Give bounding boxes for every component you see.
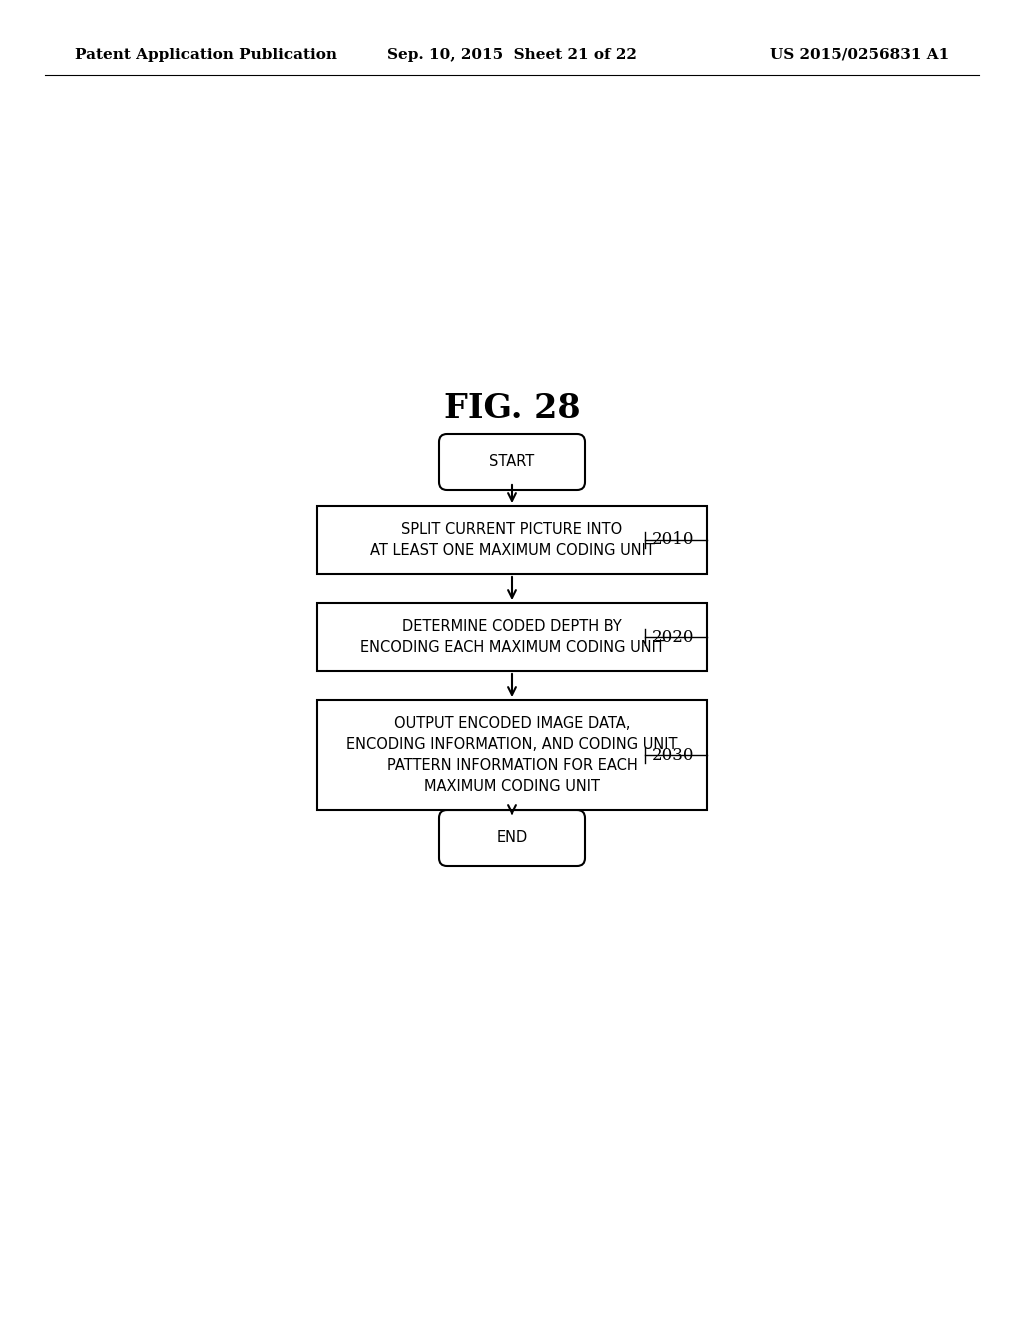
- Bar: [317, 700, 707, 810]
- Text: 2030: 2030: [652, 747, 694, 763]
- Text: OUTPUT ENCODED IMAGE DATA,
ENCODING INFORMATION, AND CODING UNIT
PATTERN INFORMA: OUTPUT ENCODED IMAGE DATA, ENCODING INFO…: [346, 715, 678, 795]
- Text: FIG. 28: FIG. 28: [443, 392, 581, 425]
- Bar: [317, 506, 707, 574]
- FancyBboxPatch shape: [439, 810, 585, 866]
- Text: START: START: [489, 454, 535, 470]
- Bar: [317, 603, 707, 671]
- Text: Patent Application Publication: Patent Application Publication: [75, 48, 337, 62]
- Text: US 2015/0256831 A1: US 2015/0256831 A1: [770, 48, 949, 62]
- Text: END: END: [497, 830, 527, 846]
- Text: Sep. 10, 2015  Sheet 21 of 22: Sep. 10, 2015 Sheet 21 of 22: [387, 48, 637, 62]
- FancyBboxPatch shape: [439, 434, 585, 490]
- Text: DETERMINE CODED DEPTH BY
ENCODING EACH MAXIMUM CODING UNIT: DETERMINE CODED DEPTH BY ENCODING EACH M…: [359, 619, 665, 655]
- Text: 2010: 2010: [652, 532, 694, 549]
- Text: 2020: 2020: [652, 628, 694, 645]
- Text: SPLIT CURRENT PICTURE INTO
AT LEAST ONE MAXIMUM CODING UNIT: SPLIT CURRENT PICTURE INTO AT LEAST ONE …: [370, 521, 654, 558]
